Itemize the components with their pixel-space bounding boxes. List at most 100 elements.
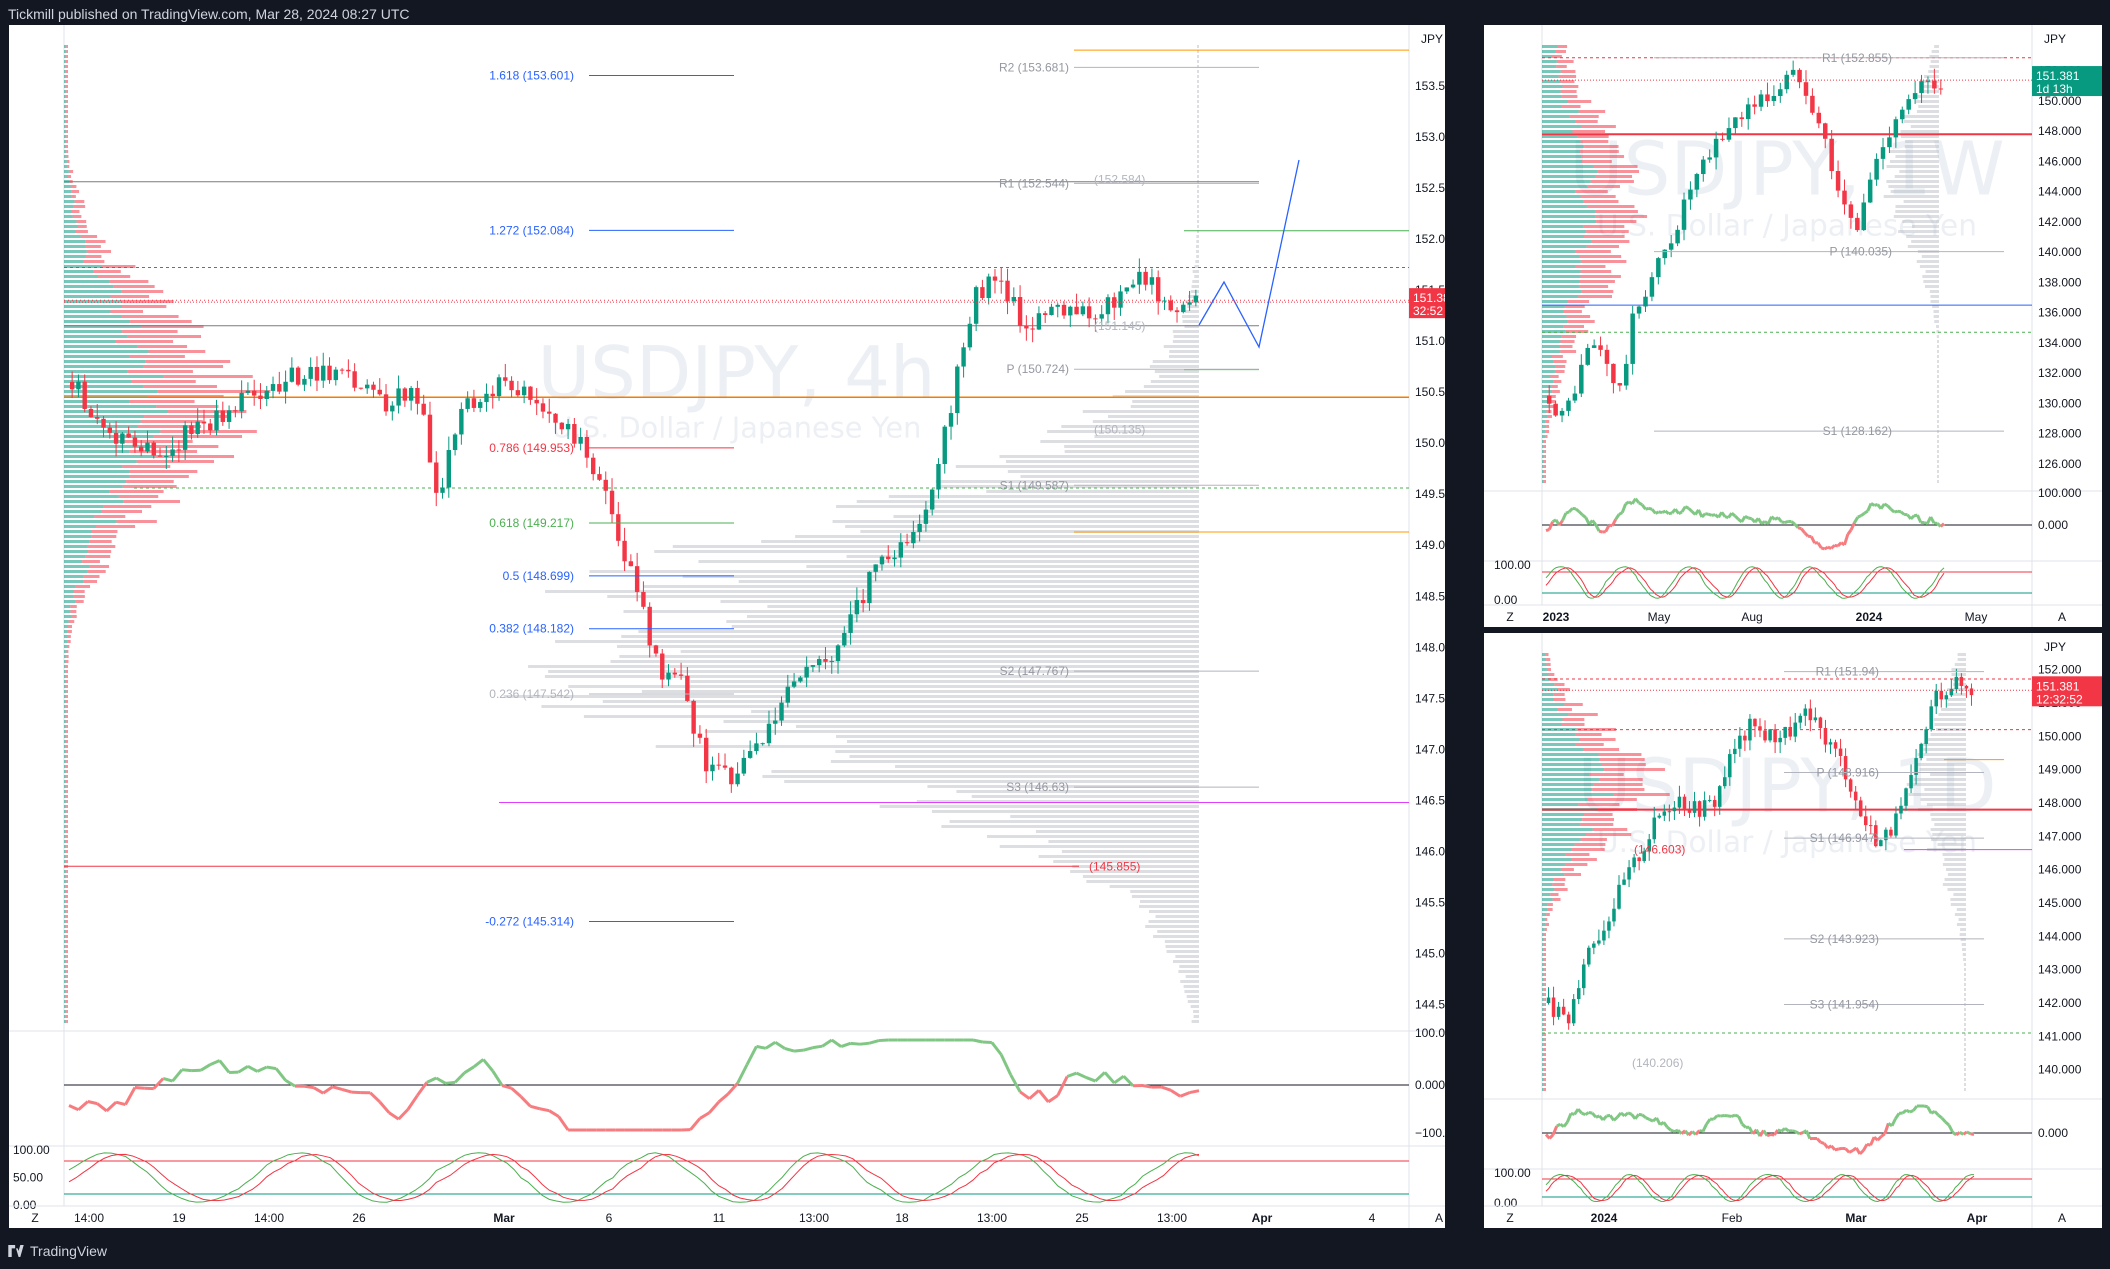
main-vp-session-bar — [1197, 120, 1199, 123]
daily-vp-session-bar — [1964, 1058, 1966, 1061]
weekly-vp-bar-up — [1542, 140, 1581, 143]
main-vp-bar-up — [64, 825, 67, 828]
main-vp-session-bar — [860, 530, 1199, 533]
main-candle-body — [283, 381, 288, 392]
main-vp-session-bar — [999, 845, 1199, 848]
daily-vp-session-bar — [1934, 823, 1966, 826]
daily-vp-session-bar — [1964, 1048, 1966, 1051]
daily-candle-body — [1914, 758, 1918, 775]
weekly-osc-line-segment — [1734, 514, 1740, 521]
daily-candle-body — [1954, 676, 1959, 690]
daily-stoch-k-line — [1545, 1173, 1975, 1202]
main-vp-session-bar — [1165, 945, 1199, 948]
weekly-vp-bar-up — [1542, 115, 1570, 118]
daily-vp-session-bar — [1942, 863, 1966, 866]
main-y-tick: 149.500 — [1415, 487, 1445, 501]
main-vp-session-bar — [845, 525, 1199, 528]
daily-vp-bar-up — [1542, 753, 1599, 756]
weekly-vp-bar-down — [1543, 465, 1546, 468]
main-vp-bar-down — [65, 895, 68, 898]
main-vp-bar-up — [64, 545, 88, 548]
main-vp-bar-down — [113, 285, 155, 288]
daily-vp-bar-up — [1542, 833, 1587, 836]
daily-vp-bar-down — [1543, 1043, 1546, 1046]
daily-vp-bar-down — [1544, 993, 1546, 996]
main-vp-session-bar — [1197, 170, 1199, 173]
weekly-vp-bar-up — [1542, 415, 1548, 418]
daily-vp-session-bar — [1947, 698, 1966, 701]
daily-osc-line-segment — [1933, 1110, 1940, 1117]
main-vp-session-bar — [1184, 990, 1199, 993]
daily-candle-body — [1561, 1006, 1566, 1015]
main-osc-line-segment — [134, 1086, 145, 1090]
main-vp-bar-down — [115, 340, 174, 343]
daily-vp-bar-up — [1542, 913, 1547, 916]
daily-osc-line-segment — [1676, 1129, 1683, 1135]
weekly-osc-line-segment — [1889, 508, 1896, 514]
main-candle-body — [904, 542, 910, 544]
main-vp-bar-up — [64, 775, 67, 778]
main-vp-session-bar — [548, 670, 1199, 673]
main-vp-bar-up — [64, 780, 66, 783]
weekly-vp-bar-up — [1542, 330, 1566, 333]
main-candle-body — [923, 509, 929, 524]
weekly-vp-session-bar — [1937, 460, 1939, 463]
main-vp-session-bar — [836, 735, 1199, 738]
daily-vp-session-bar — [1924, 788, 1966, 791]
weekly-vp-session-bar — [1895, 205, 1939, 208]
daily-vp-bar-up — [1542, 963, 1545, 966]
main-vp-session-bar — [1154, 370, 1199, 373]
main-osc-line-segment — [1066, 1071, 1078, 1078]
weekly-vp-bar-up — [1542, 230, 1587, 233]
main-vp-session-bar — [1187, 295, 1199, 298]
daily-vp-bar-down — [1543, 943, 1546, 946]
main-vp-session-bar — [1139, 905, 1199, 908]
main-osc-line-segment — [557, 1115, 570, 1131]
weekly-vp-session-bar — [1937, 370, 1939, 373]
main-osc-line-segment — [397, 1108, 410, 1121]
main-vp-bar-down — [65, 1015, 68, 1018]
daily-vp-bar-up — [1542, 768, 1605, 771]
chart-1d-panel[interactable]: USDJPY, 1D U.S. Dollar / Japanese Yen R1 (… — [1484, 633, 2102, 1228]
daily-vp-bar-down — [1543, 1033, 1546, 1036]
daily-vp-bar-up — [1542, 688, 1559, 691]
daily-candle-body — [1768, 729, 1772, 741]
main-osc-line-segment — [1094, 1071, 1106, 1083]
main-auto-letter: A — [1435, 1211, 1443, 1225]
daily-vp-session-bar — [1964, 968, 1966, 971]
main-y-tick: 145.500 — [1415, 896, 1445, 910]
chart-4h-panel[interactable]: USDJPY, 4h U.S. Dollar / Japanese Yen R2 (… — [9, 25, 1445, 1228]
main-vp-bar-down — [66, 1020, 68, 1023]
main-projection-path — [1198, 159, 1300, 349]
daily-candle-body — [1642, 851, 1646, 862]
main-osc-line-segment — [454, 1071, 466, 1084]
daily-vp-bar-down — [1560, 868, 1574, 871]
main-candle-body — [1080, 306, 1086, 315]
weekly-vp-bar-up — [1542, 390, 1553, 393]
main-vp-session-bar — [856, 500, 1199, 503]
main-vp-bar-up — [64, 150, 67, 153]
main-candle-body — [1162, 300, 1167, 302]
chart-1w-panel[interactable]: USDJPY, 1W U.S. Dollar / Japanese Yen R1 (… — [1484, 25, 2102, 627]
main-candle-body — [251, 390, 257, 396]
main-candle-body — [691, 700, 696, 734]
main-y-tick: 151.000 — [1415, 334, 1445, 348]
main-vp-session-bar — [846, 555, 1199, 558]
main-candle-body — [622, 540, 627, 562]
main-vp-bar-up — [64, 170, 69, 173]
weekly-osc-line-segment — [1803, 531, 1810, 538]
daily-vp-session-bar — [1962, 948, 1966, 951]
main-vp-bar-down — [73, 205, 86, 208]
daily-vp-session-bar — [1964, 988, 1966, 991]
daily-vp-bar-up — [1542, 683, 1555, 686]
daily-vp-session-bar — [1950, 898, 1966, 901]
main-vp-session-bar — [1064, 450, 1199, 453]
main-osc-line-segment — [388, 1111, 400, 1121]
tradingview-footer[interactable]: TradingView — [8, 1240, 107, 1262]
daily-vp-session-bar — [1930, 773, 1966, 776]
main-vp-session-bar — [1082, 410, 1199, 413]
main-vp-bar-down — [66, 955, 68, 958]
